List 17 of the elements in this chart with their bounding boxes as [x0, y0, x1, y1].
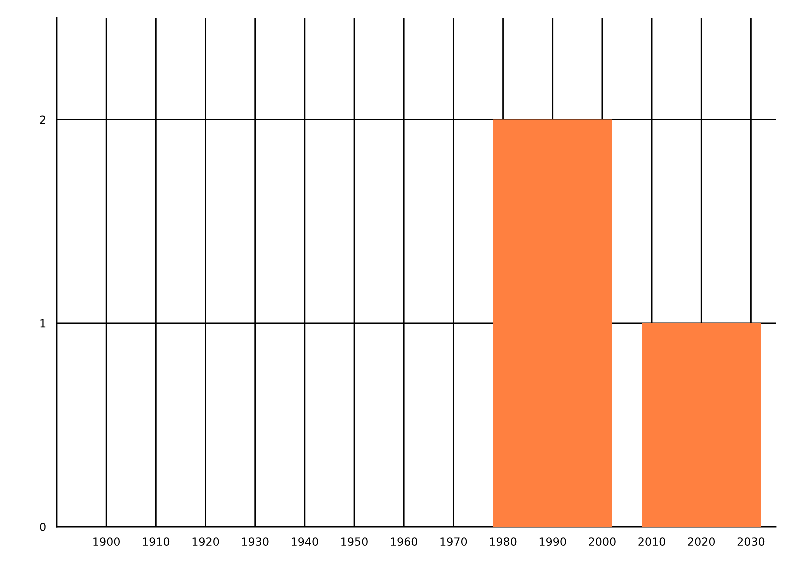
x-tick-label: 1950 — [342, 538, 368, 546]
x-tick-label: 1920 — [192, 538, 220, 546]
x-tick-label: 2010 — [638, 538, 666, 546]
x-tick-label: 1930 — [242, 538, 269, 546]
x-tick-label: 2030 — [738, 538, 765, 546]
y-tick-label: 1 — [40, 320, 46, 328]
x-tick-label: 1910 — [143, 538, 170, 546]
y-tick-label: 0 — [40, 522, 46, 532]
x-tick-label: 1980 — [490, 538, 517, 546]
x-tick-label: 2020 — [688, 538, 716, 546]
x-tick-label: 1940 — [292, 538, 318, 546]
x-tick-label: 1900 — [94, 538, 120, 546]
x-tick-label: 1990 — [540, 538, 566, 546]
y-tick-label: 2 — [40, 116, 46, 124]
x-tick-label: 1970 — [440, 538, 468, 546]
x-tick-label: 2000 — [589, 538, 616, 546]
x-tick-label: 1960 — [391, 538, 418, 546]
